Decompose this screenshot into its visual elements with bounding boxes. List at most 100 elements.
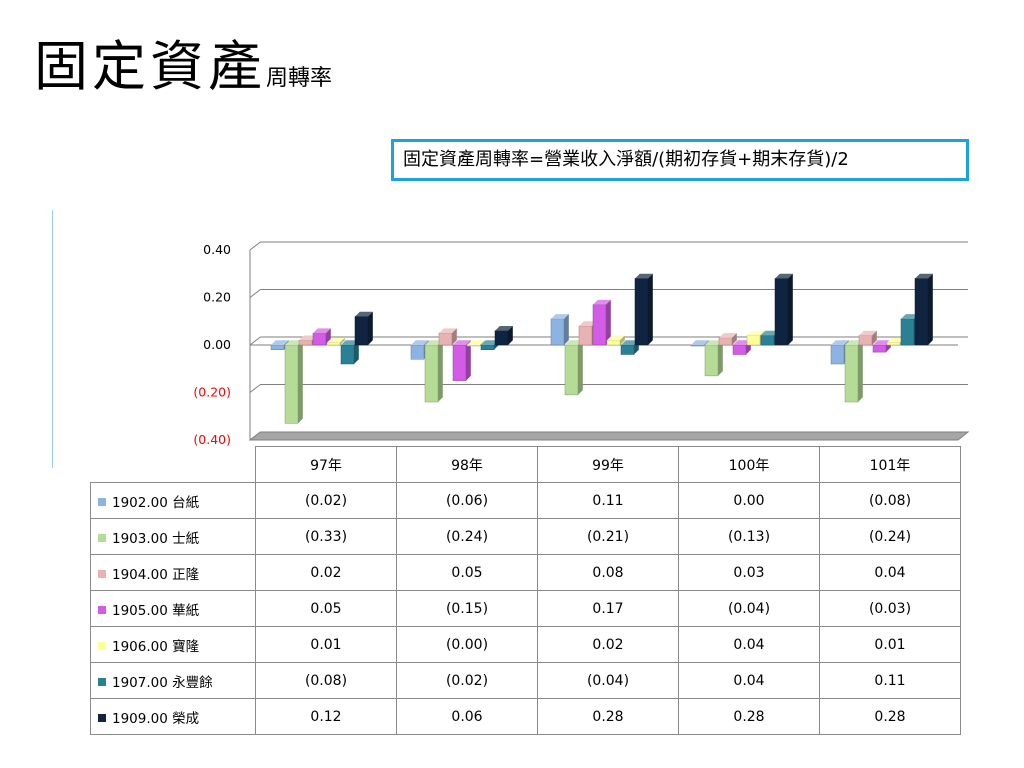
bar-top: [551, 314, 569, 319]
bar: [774, 278, 789, 346]
data-label: 0.05: [396, 554, 538, 591]
table-row: 1906.00 寶隆 0.01 (0.00) 0.02 0.04 0.01: [90, 626, 961, 663]
data-label: (0.21): [537, 518, 679, 555]
bar: [732, 344, 747, 355]
bar-side: [718, 340, 723, 376]
y-tick-label: 0.40: [203, 242, 231, 257]
bar-side: [452, 328, 457, 345]
bar-side: [508, 325, 513, 345]
data-label: 0.06: [396, 698, 538, 735]
data-label: (0.00): [396, 626, 538, 663]
bar: [284, 344, 299, 424]
bar: [452, 344, 467, 381]
data-label: 0.28: [678, 698, 820, 735]
data-label: 0.00: [678, 482, 820, 519]
legend-entry: 1905.00 華紙: [90, 590, 256, 627]
title-sub: 周轉率: [266, 66, 333, 91]
bar-top: [355, 311, 373, 317]
data-label: 0.28: [819, 698, 961, 735]
data-label: 0.05: [255, 590, 397, 627]
bar: [914, 278, 929, 346]
bar-top: [495, 325, 513, 331]
bar-side: [928, 273, 933, 345]
data-label: (0.13): [678, 518, 820, 555]
bar: [270, 344, 285, 350]
data-label: (0.08): [819, 482, 961, 519]
bar-top: [285, 340, 303, 345]
bar: [620, 344, 635, 355]
bar-top: [747, 330, 765, 336]
table-row: 1905.00 華紙 0.05 (0.15) 0.17 (0.04) (0.03): [90, 590, 961, 627]
bar-side: [438, 340, 443, 402]
bar: [550, 318, 565, 346]
bar-side: [732, 333, 737, 345]
bar-top: [691, 340, 709, 345]
bar: [718, 337, 733, 346]
series-name: 1909.00 榮成: [112, 710, 200, 727]
bar-side: [466, 340, 471, 381]
bar: [480, 344, 495, 350]
bar: [312, 332, 327, 346]
title-main: 固定資產: [34, 35, 266, 98]
gridline-depth: [249, 289, 261, 298]
bar-top: [327, 337, 345, 343]
bar-top: [565, 340, 583, 345]
series-name: 1907.00 永豐餘: [112, 674, 213, 691]
data-label: (0.04): [537, 662, 679, 699]
data-label: 0.01: [819, 626, 961, 663]
bar-top: [271, 340, 289, 345]
data-label: 0.28: [537, 698, 679, 735]
bar: [886, 342, 901, 346]
bar-top: [439, 328, 457, 334]
bar: [424, 344, 439, 403]
bar-top: [467, 340, 485, 345]
legend-entry: 1904.00 正隆: [90, 554, 256, 591]
bar-side: [704, 340, 709, 346]
bar-side: [564, 314, 569, 345]
legend-entry: 1902.00 台紙: [90, 482, 256, 519]
gridline-depth: [249, 384, 261, 393]
bar-side: [480, 340, 485, 346]
bar-top: [761, 330, 779, 336]
legend-swatch: [98, 497, 106, 506]
bar: [578, 325, 593, 346]
bar-top: [341, 340, 359, 345]
data-label: 0.04: [819, 554, 961, 591]
bar: [844, 344, 859, 403]
bar-top: [579, 321, 597, 326]
data-label: (0.02): [396, 662, 538, 699]
gridline-depth: [249, 241, 261, 251]
bar-top: [719, 333, 737, 338]
y-tick-label: (0.20): [193, 385, 231, 400]
data-label: (0.08): [255, 662, 397, 699]
bar: [466, 344, 481, 347]
bar-side: [648, 273, 653, 345]
bar-top: [873, 340, 891, 345]
y-tick-label: 0.20: [203, 290, 231, 305]
bar: [410, 344, 425, 360]
table-row: 1904.00 正隆 0.02 0.05 0.08 0.03 0.04: [90, 554, 961, 591]
data-label: (0.04): [678, 590, 820, 627]
bar-top: [831, 340, 849, 345]
table-row: 1903.00 士紙 (0.33) (0.24) (0.21) (0.13) (0.24): [90, 518, 961, 555]
bar: [858, 335, 873, 346]
bar-top: [859, 330, 877, 336]
bar-top: [733, 340, 751, 345]
bar-side: [354, 340, 359, 364]
bar: [634, 278, 649, 346]
bar-top: [621, 340, 639, 345]
bar-top: [593, 299, 611, 305]
table-header-row: 97年 98年 99年 100年 101年: [90, 446, 961, 483]
gridline-depth: [249, 336, 261, 346]
data-label: (0.03): [819, 590, 961, 627]
bar-side: [298, 340, 303, 424]
data-label: (0.24): [396, 518, 538, 555]
bar-side: [340, 337, 345, 345]
bar: [872, 344, 887, 353]
data-label: 0.12: [255, 698, 397, 735]
data-label: (0.15): [396, 590, 538, 627]
table-corner: [90, 446, 256, 483]
bar: [564, 344, 579, 396]
data-label: (0.06): [396, 482, 538, 519]
